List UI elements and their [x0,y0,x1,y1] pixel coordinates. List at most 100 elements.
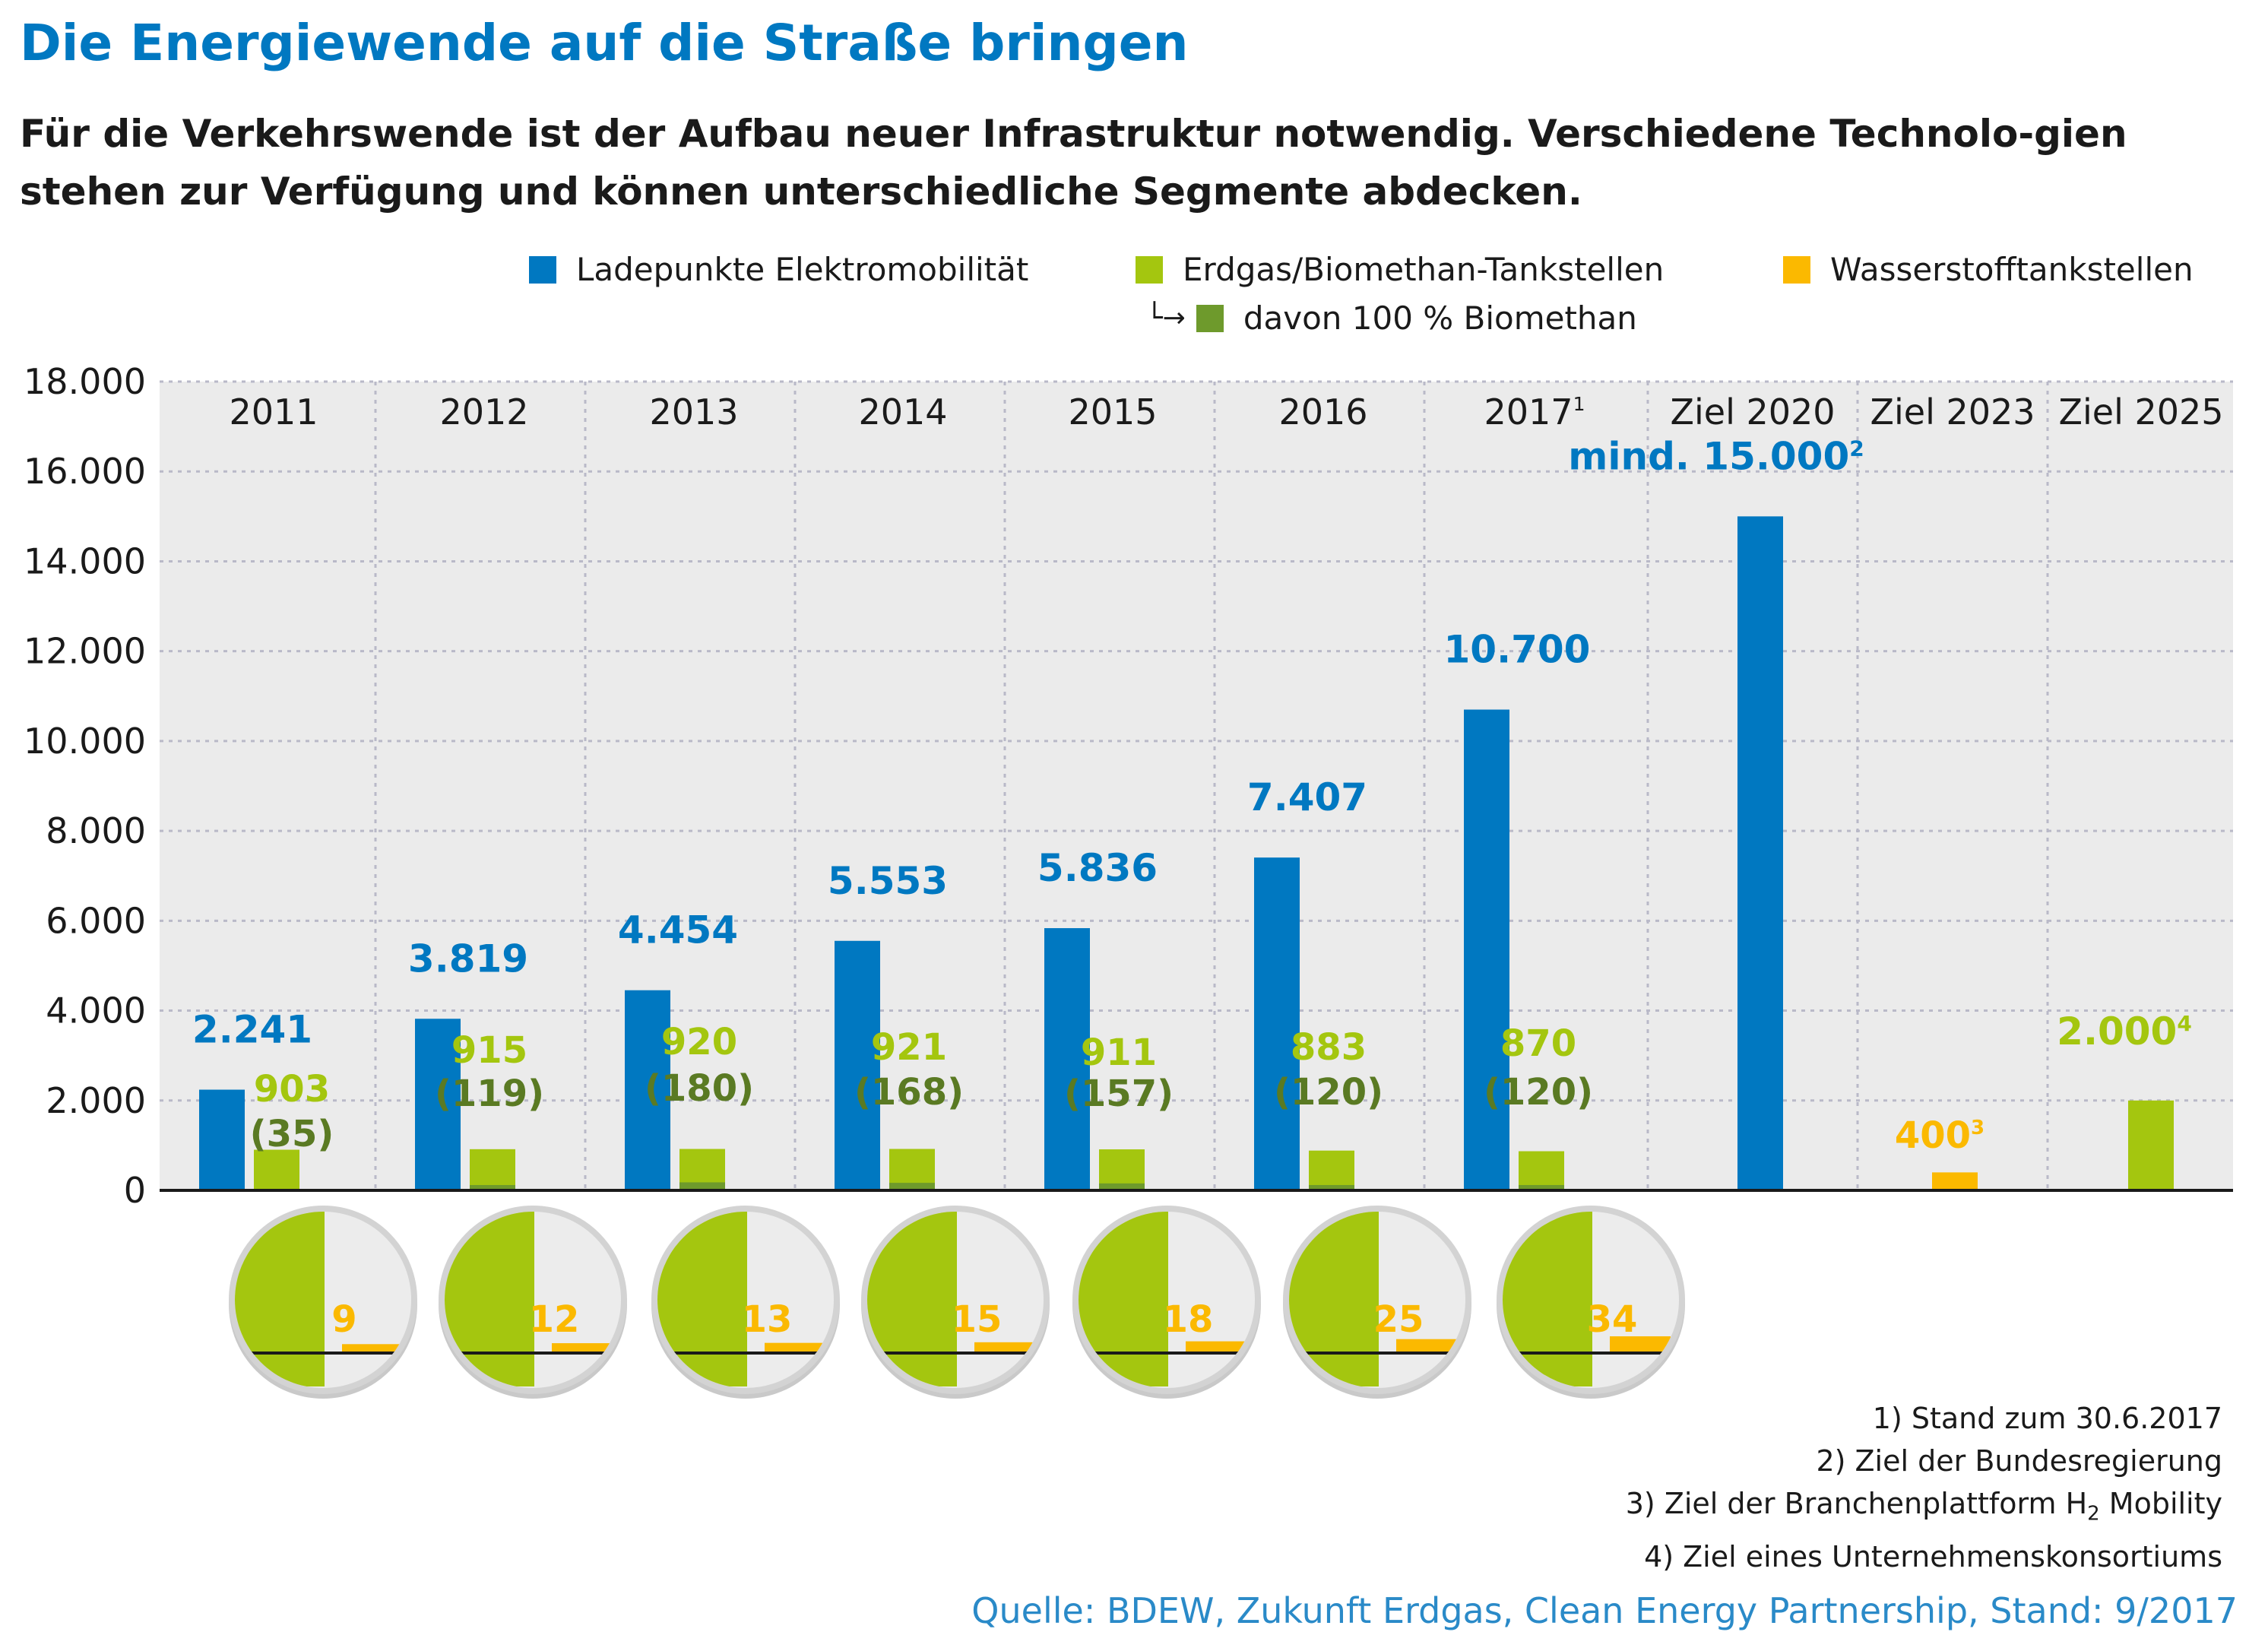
y-tick-label: 18.000 [24,361,146,402]
legend-label-gas: Erdgas/Biomethan-Tankstellen [1183,251,1665,288]
zoom-hydrogen-bar [342,1344,403,1352]
data-label-electric: 7.407 [1247,775,1367,819]
legend-swatch-blue [529,255,556,284]
legend-label-hydrogen: Wasserstofftankstellen [1830,251,2194,288]
zoom-hydrogen-bar [1610,1336,1671,1352]
footnotes: 1) Stand zum 30.6.2017 2) Ziel der Bunde… [1626,1397,2222,1578]
data-label-biomethan: (180) [645,1067,754,1110]
category-label: Ziel 2025 [2058,391,2223,433]
zoom-hydrogen-bar [1186,1341,1246,1352]
category-label-superscript: 1 [1573,393,1585,415]
zoom-hydrogen-bar [974,1342,1035,1352]
zoom-hydrogen-bar [1396,1339,1457,1352]
y-tick-label: 12.000 [24,631,146,672]
zoom-hydrogen-bar [552,1343,613,1352]
plot-background [160,382,2233,1190]
footnote-3-subscript: 2 [2087,1502,2100,1526]
legend-item-gas: Erdgas/Biomethan-Tankstellen [1136,251,1664,288]
legend-item-electric: Ladepunkte Elektromobilität [529,251,1028,288]
bar-biomethan [679,1182,725,1190]
data-label-electric: 5.836 [1037,846,1158,890]
bar-gas-upper [679,1149,725,1183]
data-label-biomethan: (120) [1274,1071,1383,1114]
bar-electric [415,1019,461,1190]
data-label-biomethan: (35) [250,1113,334,1155]
zoom-label-hydrogen: 13 [742,1298,793,1341]
legend-swatch-dark-green [1196,304,1224,332]
footnote-1: 1) Stand zum 30.6.2017 [1872,1402,2222,1435]
data-label-electric: 4.454 [618,908,738,952]
data-label-gas: 2.0004 [2057,1009,2192,1054]
bar-gas-upper [470,1149,515,1185]
category-label: 2013 [649,391,738,433]
bar-gas-upper [254,1149,299,1189]
data-label-electric: mind. 15.0002 [1568,434,1864,478]
y-tick-label: 0 [124,1170,146,1211]
y-tick-label: 14.000 [24,540,146,581]
data-label-gas: 903 [254,1068,330,1111]
category-label: 20171 [1484,391,1585,433]
data-label-gas: 870 [1500,1022,1576,1065]
data-label-biomethan: (168) [854,1071,964,1114]
zoom-label-hydrogen: 15 [952,1298,1003,1341]
zoom-label-hydrogen: 34 [1587,1298,1638,1341]
data-label-gas: 915 [451,1029,527,1072]
data-label-hydrogen-superscript: 3 [1971,1117,1984,1139]
data-label-biomethan: (157) [1064,1073,1174,1115]
data-label-electric: 5.553 [828,859,948,903]
source-note: Quelle: BDEW, Zukunft Erdgas, Clean Ener… [971,1590,2238,1631]
bar-biomethan [1099,1183,1145,1190]
y-tick-label: 8.000 [46,810,146,851]
category-label: 2012 [439,391,528,433]
legend-item-hydrogen: Wasserstofftankstellen [1783,251,2194,288]
y-tick-label: 16.000 [24,451,146,492]
y-tick-label: 4.000 [46,990,146,1031]
category-label: Ziel 2020 [1670,391,1835,433]
bar-hydrogen [1932,1172,1978,1190]
legend-item-biomethan: └→ davon 100 % Biomethan [1146,299,1637,337]
bar-gas [2128,1100,2174,1190]
bar-gas-upper [889,1149,935,1184]
bar-electric [1464,709,1509,1190]
data-label-hydrogen: 4003 [1895,1114,1984,1157]
data-label-electric-superscript: 2 [1849,436,1864,461]
category-label: 2014 [858,391,947,433]
bar-gas-upper [1309,1150,1354,1185]
footnote-3-text: 3) Ziel der Branchenplattform H [1625,1487,2088,1520]
data-label-electric: 10.700 [1444,628,1591,672]
bar-electric [835,940,880,1190]
bar-biomethan [1309,1184,1354,1190]
bar-electric [1044,928,1090,1190]
data-label-gas: 883 [1291,1026,1367,1069]
zoom-label-hydrogen: 18 [1163,1298,1214,1341]
category-label: 2015 [1068,391,1157,433]
bar-electric [199,1089,245,1190]
data-label-gas: 920 [661,1021,737,1063]
data-label-gas: 911 [1081,1031,1157,1074]
zoom-label-hydrogen: 12 [529,1298,580,1341]
chart-subtitle: Für die Verkehrswende ist der Aufbau neu… [20,112,2127,214]
bar-gas-upper [1099,1149,1145,1184]
bar-biomethan [889,1183,935,1190]
footnote-4: 4) Ziel eines Unternehmenskonsortiums [1644,1539,2222,1573]
zoom-label-hydrogen: 25 [1373,1298,1424,1341]
data-label-electric: 3.819 [408,936,528,981]
footnote-3-suffix: Mobility [2099,1487,2222,1520]
legend-swatch-orange [1783,255,1810,284]
data-label-gas: 921 [871,1026,947,1069]
bar-biomethan [1519,1184,1564,1190]
legend-swatch-green [1136,255,1163,284]
bar-electric [1737,516,1783,1190]
legend-label-biomethan: davon 100 % Biomethan [1243,299,1637,337]
bar-biomethan [470,1184,515,1190]
bar-gas-upper [1519,1151,1564,1185]
footnote-2: 2) Ziel der Bundesregierung [1816,1444,2222,1478]
category-label: Ziel 2023 [1870,391,2035,433]
zoom-hydrogen-bar [765,1342,825,1352]
bar-electric [625,990,670,1190]
y-tick-label: 6.000 [46,900,146,941]
bar-electric [1254,857,1300,1190]
category-label: 2016 [1278,391,1367,433]
data-label-biomethan: (120) [1484,1071,1593,1114]
